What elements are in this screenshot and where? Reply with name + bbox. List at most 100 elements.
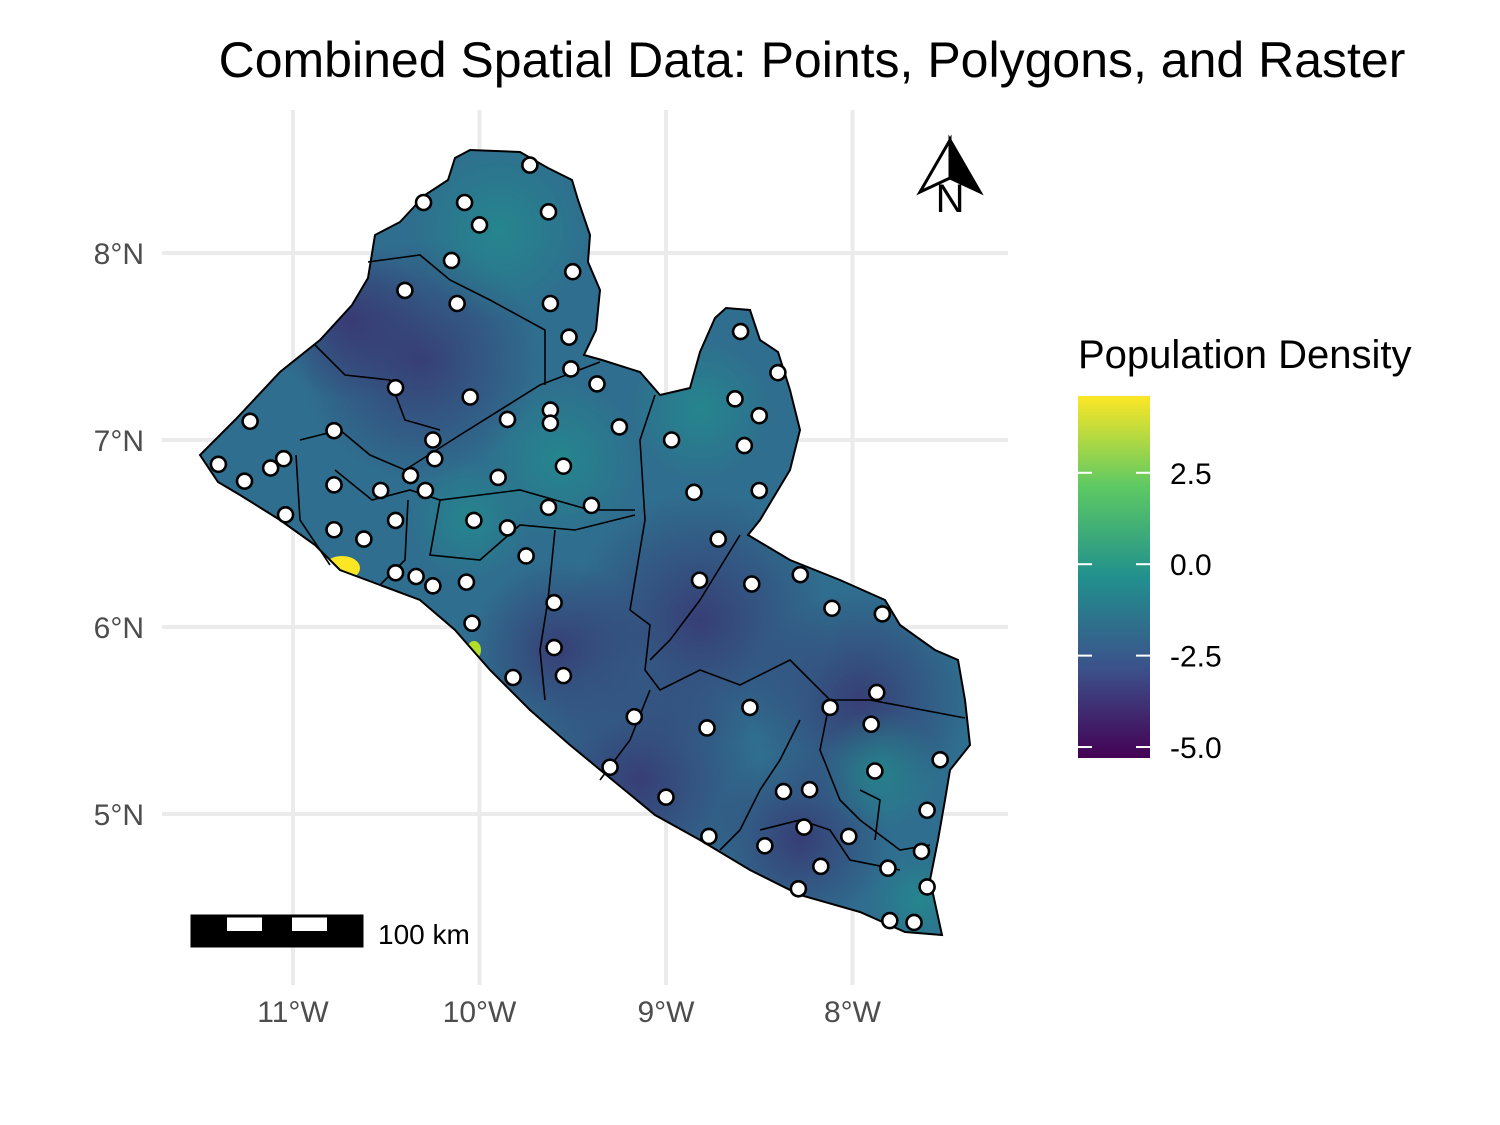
- data-point: [862, 715, 880, 734]
- data-point: [800, 780, 819, 799]
- district-boundary: [759, 819, 901, 871]
- data-point: [731, 322, 750, 341]
- data-point: [401, 466, 420, 485]
- data-point: [541, 414, 560, 432]
- district-boundary: [629, 394, 656, 611]
- country-boundary: [198, 148, 972, 937]
- scale-bar-label: 100 km: [378, 919, 470, 950]
- data-point: [407, 567, 425, 586]
- data-point: [539, 203, 558, 221]
- district-boundary: [859, 789, 881, 841]
- data-point: [560, 328, 578, 346]
- data-point: [601, 758, 619, 777]
- data-point: [545, 593, 563, 612]
- data-point: [424, 431, 442, 449]
- x-tick-label: 9°W: [638, 996, 696, 1029]
- data-point: [371, 481, 390, 500]
- data-point: [235, 472, 254, 490]
- y-axis-ticks: 8°N 7°N 6°N 5°N: [94, 238, 144, 832]
- data-point: [274, 449, 293, 468]
- data-point: [562, 360, 580, 378]
- point-layer: [209, 156, 949, 932]
- data-point: [498, 410, 517, 429]
- data-point: [867, 683, 886, 702]
- data-point: [396, 281, 414, 300]
- data-point: [563, 262, 582, 281]
- data-point: [625, 707, 644, 726]
- data-point: [261, 459, 280, 477]
- data-point: [823, 599, 841, 618]
- data-point: [811, 857, 830, 876]
- district-boundary: [649, 534, 741, 661]
- x-tick-label: 8°W: [824, 996, 882, 1029]
- data-point: [873, 605, 892, 623]
- data-point: [461, 388, 479, 406]
- data-point: [918, 801, 936, 820]
- data-point: [425, 449, 444, 468]
- data-point: [750, 406, 769, 425]
- district-boundary: [314, 344, 441, 431]
- district-boundary: [429, 499, 636, 561]
- y-tick-label: 5°N: [94, 799, 144, 832]
- data-point: [386, 511, 405, 530]
- data-point: [931, 750, 949, 769]
- district-boundary: [719, 719, 801, 851]
- data-point: [498, 519, 517, 537]
- data-point: [918, 878, 936, 896]
- x-tick-label: 10°W: [443, 996, 517, 1029]
- legend-tick-label: -5.0: [1170, 732, 1222, 765]
- legend: Population Density 2.5 0.0 -2.5 -5.0: [1078, 333, 1412, 765]
- data-point: [545, 638, 563, 657]
- data-point: [588, 375, 606, 393]
- legend-tick-label: -2.5: [1170, 641, 1222, 674]
- data-point: [539, 498, 558, 517]
- legend-colorbar: [1078, 396, 1150, 758]
- north-arrow-icon: [916, 134, 984, 196]
- data-point: [662, 431, 681, 449]
- data-point: [698, 719, 716, 737]
- data-point: [521, 156, 539, 174]
- district-boundary: [629, 609, 966, 719]
- y-tick-label: 8°N: [94, 238, 144, 271]
- data-point: [756, 836, 774, 855]
- data-point: [325, 421, 343, 440]
- data-point: [424, 577, 442, 595]
- data-point: [325, 476, 343, 494]
- data-point: [489, 468, 507, 487]
- data-point: [386, 563, 405, 582]
- data-point: [465, 511, 483, 530]
- data-point: [448, 294, 466, 313]
- legend-title: Population Density: [1078, 333, 1412, 377]
- data-point: [657, 788, 675, 806]
- data-point: [276, 505, 295, 524]
- data-point: [839, 827, 858, 846]
- legend-tick-label: 0.0: [1170, 549, 1212, 582]
- data-point: [325, 520, 343, 539]
- data-point: [726, 390, 744, 408]
- map-title: Combined Spatial Data: Points, Polygons,…: [219, 32, 1406, 88]
- data-point: [470, 216, 489, 234]
- data-point: [709, 530, 728, 548]
- data-point: [554, 666, 573, 685]
- data-point: [504, 668, 522, 687]
- district-boundary: [539, 529, 556, 701]
- data-point: [866, 762, 884, 780]
- data-point: [463, 614, 481, 633]
- data-point: [554, 457, 573, 475]
- data-point: [912, 842, 931, 861]
- high-density-zone: [630, 340, 770, 480]
- data-point: [700, 827, 718, 846]
- data-point: [386, 378, 405, 397]
- data-point: [791, 565, 810, 584]
- data-point: [582, 496, 601, 515]
- data-point: [355, 530, 373, 548]
- data-point: [789, 879, 808, 898]
- north-arrow: N: [916, 134, 984, 221]
- data-point: [209, 455, 228, 474]
- scale-bar: 100 km: [190, 914, 470, 950]
- data-point: [795, 818, 813, 836]
- x-tick-label: 11°W: [257, 996, 329, 1029]
- data-point: [774, 782, 793, 801]
